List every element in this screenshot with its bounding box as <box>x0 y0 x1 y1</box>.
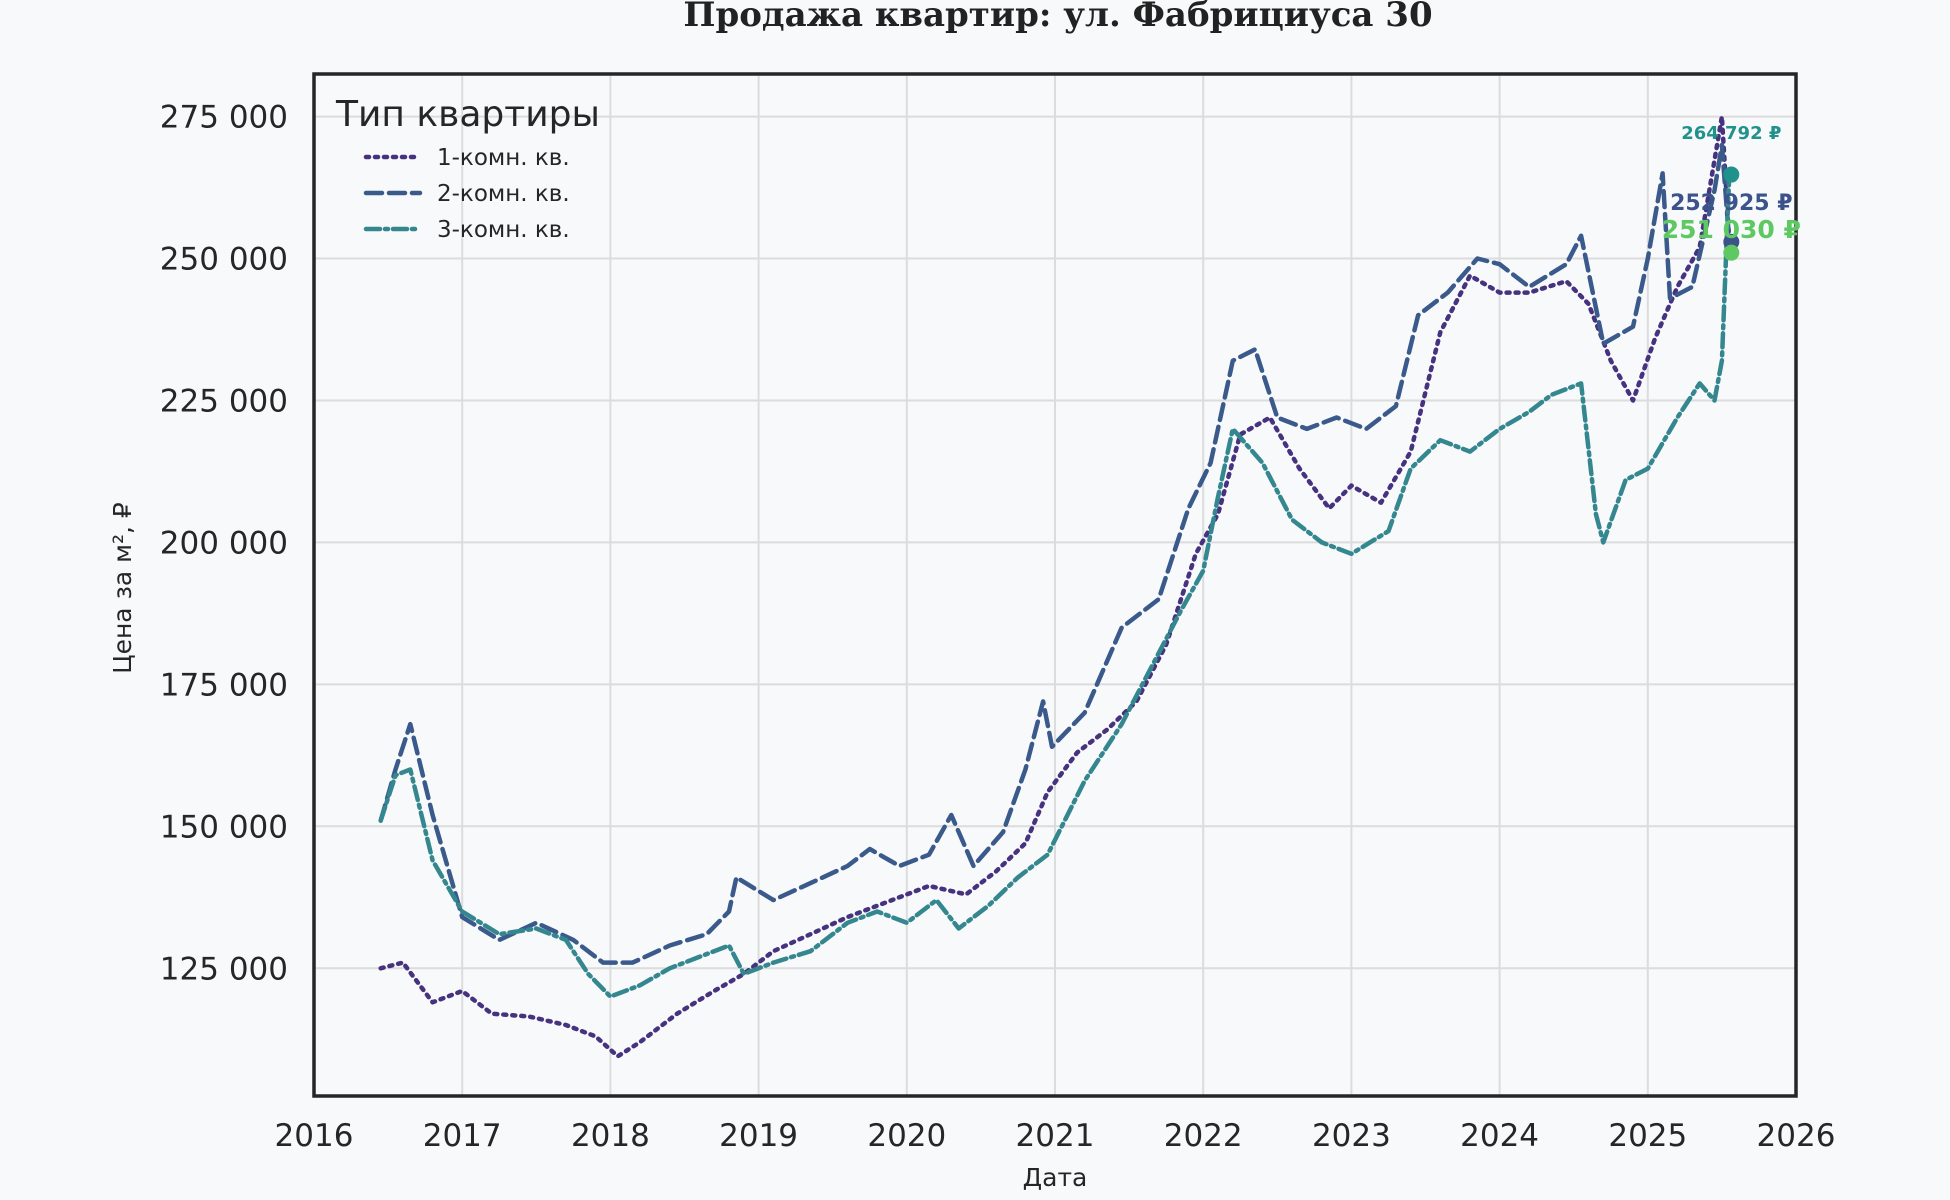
legend-title: Тип квартиры <box>335 94 600 135</box>
x-tick-label: 2025 <box>1608 1118 1687 1154</box>
x-tick-label: 2022 <box>1164 1118 1243 1154</box>
x-tick-label: 2024 <box>1460 1118 1539 1154</box>
y-tick-label: 200 000 <box>160 525 288 561</box>
x-axis-label: Дата <box>1023 1163 1088 1192</box>
legend-label: 3-комн. кв. <box>437 217 570 243</box>
series-line <box>378 172 1732 999</box>
value-annotation: 264 792 ₽ <box>1681 123 1781 144</box>
y-tick-label: 275 000 <box>160 100 288 136</box>
legend-label: 2-комн. кв. <box>437 181 570 207</box>
end-marker <box>1723 166 1740 183</box>
y-axis-label: Цена за м², ₽ <box>108 502 137 674</box>
x-tick-label: 2026 <box>1757 1118 1836 1154</box>
plot-frame <box>312 72 1798 1098</box>
x-tick-label: 2021 <box>1016 1118 1095 1154</box>
value-annotation: 251 030 ₽ <box>1662 215 1801 244</box>
tick-labels: 2016 2017 2018 2019 2020 2021 2022 2023 2024 2025… <box>160 100 1836 1154</box>
legend-label: 1-комн. кв. <box>437 145 570 171</box>
end-marker <box>1723 244 1740 261</box>
chart-title: Продажа квартир: ул. Фабрициуса 30 <box>683 0 1432 35</box>
legend-items: 1-комн. кв. 2-комн. кв. 3-комн. кв. <box>363 145 570 243</box>
legend: Тип квартиры 1-комн. кв. 2-комн. кв. 3-ком… <box>335 94 600 243</box>
x-tick-label: 2023 <box>1312 1118 1391 1154</box>
end-markers: 264 792 ₽ 252 925 ₽251 030 ₽ <box>1662 123 1801 261</box>
series-layer <box>378 114 1732 1059</box>
y-tick-label: 175 000 <box>160 667 288 703</box>
y-tick-label: 250 000 <box>160 242 288 278</box>
series-line <box>378 142 1732 965</box>
x-tick-label: 2020 <box>867 1118 946 1154</box>
x-tick-label: 2016 <box>275 1118 354 1154</box>
y-tick-label: 150 000 <box>160 809 288 845</box>
y-tick-label: 225 000 <box>160 383 288 419</box>
value-annotation: 252 925 ₽ <box>1670 191 1792 216</box>
x-tick-label: 2018 <box>571 1118 650 1154</box>
x-tick-label: 2017 <box>423 1118 502 1154</box>
x-tick-label: 2019 <box>719 1118 798 1154</box>
series-line <box>378 114 1732 1059</box>
y-tick-label: 125 000 <box>160 951 288 987</box>
